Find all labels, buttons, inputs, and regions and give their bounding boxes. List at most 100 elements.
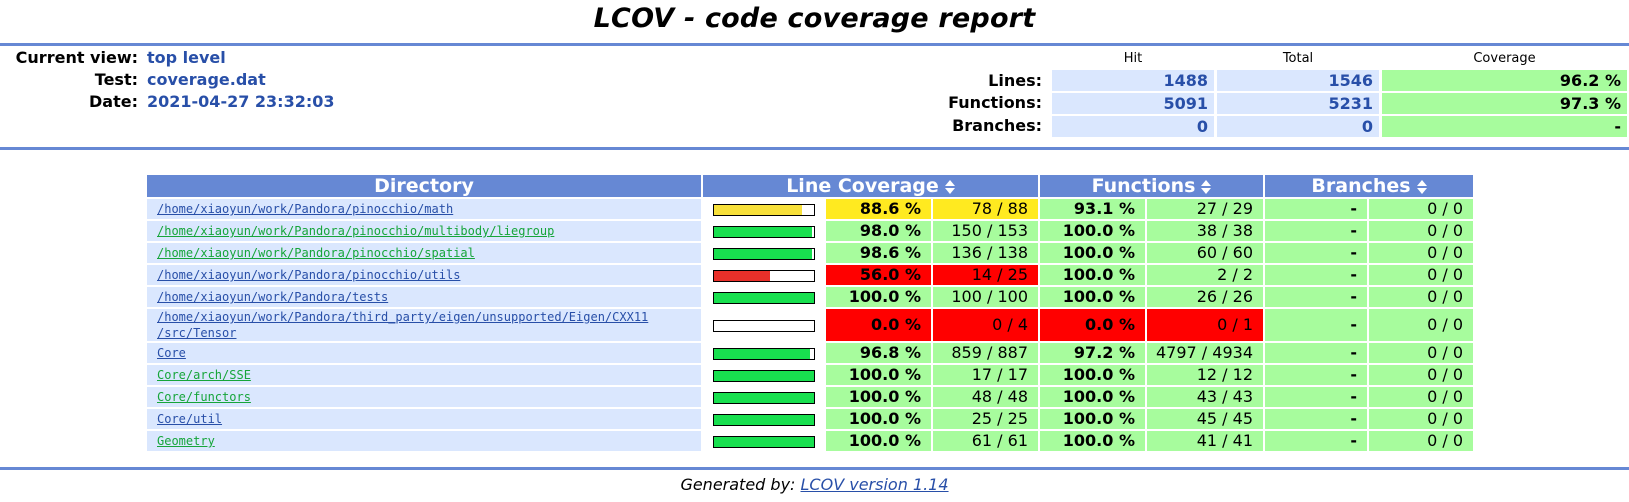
coverage-bar-cell — [703, 309, 824, 341]
coverage-bar-fill — [713, 392, 814, 403]
col-header-functions[interactable]: Functions — [1040, 175, 1263, 197]
directory-cell: /home/xiaoyun/work/Pandora/pinocchio/uti… — [147, 265, 701, 285]
summary-functions-coverage: 97.3 % — [1382, 93, 1627, 114]
directory-link[interactable]: Core/arch/SSE — [157, 368, 251, 382]
summary-lines-hit: 1488 — [1052, 70, 1214, 91]
directory-link[interactable]: /home/xiaoyun/work/Pandora/pinocchio/mat… — [157, 202, 454, 216]
line-coverage-percent: 96.8 % — [826, 343, 931, 363]
summary-branches-hit: 0 — [1052, 116, 1214, 137]
col-header-line-coverage[interactable]: Line Coverage — [703, 175, 1038, 197]
branches-count: 0 / 0 — [1369, 309, 1473, 341]
branches-count: 0 / 0 — [1369, 243, 1473, 263]
directory-link[interactable]: /home/xiaoyun/work/Pandora/tests — [157, 290, 389, 304]
functions-percent: 97.2 % — [1040, 343, 1145, 363]
table-row: Core/arch/SSE 100.0 % 17 / 17 100.0 % 12 / 1… — [147, 365, 1473, 385]
coverage-bar-fill — [713, 204, 803, 215]
directory-link[interactable]: /home/xiaoyun/work/Pandora/pinocchio/spa… — [157, 246, 475, 260]
summary-lines-coverage: 96.2 % — [1382, 70, 1627, 91]
summary-lines-total: 1546 — [1217, 70, 1379, 91]
functions-count: 0 / 1 — [1147, 309, 1263, 341]
branches-percent: - — [1265, 343, 1367, 363]
summary-functions-total: 5231 — [1217, 93, 1379, 114]
functions-percent: 100.0 % — [1040, 409, 1145, 429]
table-row: /home/xiaoyun/work/Pandora/pinocchio/mat… — [147, 199, 1473, 219]
line-coverage-percent: 100.0 % — [826, 387, 931, 407]
directory-cell: Core/util — [147, 409, 701, 429]
directory-cell: /home/xiaoyun/work/Pandora/pinocchio/mul… — [147, 221, 701, 241]
header-divider — [0, 147, 1629, 150]
branches-percent: - — [1265, 409, 1367, 429]
summary-col-coverage: Coverage — [1473, 51, 1536, 66]
coverage-bar — [712, 291, 815, 304]
summary-lines-label: Lines: — [988, 71, 1042, 90]
line-coverage-count: 61 / 61 — [933, 431, 1038, 451]
directory-link[interactable]: /home/xiaoyun/work/Pandora/third_party/e… — [157, 310, 649, 340]
table-row: /home/xiaoyun/work/Pandora/tests 100.0 % 1… — [147, 287, 1473, 307]
directory-cell: /home/xiaoyun/work/Pandora/pinocchio/mat… — [147, 199, 701, 219]
line-coverage-count: 0 / 4 — [933, 309, 1038, 341]
coverage-bar-cell — [703, 409, 824, 429]
directory-link[interactable]: /home/xiaoyun/work/Pandora/pinocchio/uti… — [157, 268, 461, 282]
line-coverage-count: 48 / 48 — [933, 387, 1038, 407]
branches-percent: - — [1265, 199, 1367, 219]
directory-cell: Core — [147, 343, 701, 363]
footer-divider — [0, 467, 1629, 470]
coverage-bar — [712, 369, 815, 382]
top-divider — [0, 43, 1629, 46]
functions-count: 41 / 41 — [1147, 431, 1263, 451]
branches-count: 0 / 0 — [1369, 365, 1473, 385]
sort-icon[interactable] — [1416, 179, 1427, 194]
summary-functions-hit: 5091 — [1052, 93, 1214, 114]
functions-percent: 93.1 % — [1040, 199, 1145, 219]
directory-cell: Core/arch/SSE — [147, 365, 701, 385]
sort-icon[interactable] — [1201, 179, 1212, 194]
functions-percent: 0.0 % — [1040, 309, 1145, 341]
coverage-bar-fill — [713, 436, 814, 447]
lcov-version-link[interactable]: LCOV version 1.14 — [800, 475, 949, 494]
line-coverage-count: 25 / 25 — [933, 409, 1038, 429]
branches-percent: - — [1265, 387, 1367, 407]
coverage-bar-fill — [713, 226, 812, 237]
table-row: /home/xiaoyun/work/Pandora/pinocchio/uti… — [147, 265, 1473, 285]
branches-count: 0 / 0 — [1369, 387, 1473, 407]
directory-link[interactable]: Core/functors — [157, 390, 251, 404]
branches-count: 0 / 0 — [1369, 265, 1473, 285]
directory-cell: /home/xiaoyun/work/Pandora/pinocchio/spa… — [147, 243, 701, 263]
functions-percent: 100.0 % — [1040, 221, 1145, 241]
branches-count: 0 / 0 — [1369, 199, 1473, 219]
functions-count: 12 / 12 — [1147, 365, 1263, 385]
coverage-bar — [712, 319, 815, 332]
functions-count: 60 / 60 — [1147, 243, 1263, 263]
col-header-directory: Directory — [147, 175, 701, 197]
line-coverage-percent: 0.0 % — [826, 309, 931, 341]
branches-count: 0 / 0 — [1369, 431, 1473, 451]
functions-percent: 100.0 % — [1040, 287, 1145, 307]
table-row: Geometry 100.0 % 61 / 61 100.0 % 41 / 41-0 /… — [147, 431, 1473, 451]
directory-link[interactable]: Geometry — [157, 434, 215, 448]
coverage-bar-cell — [703, 343, 824, 363]
table-row: Core/functors 100.0 % 48 / 48 100.0 % 43 / 4… — [147, 387, 1473, 407]
functions-count: 26 / 26 — [1147, 287, 1263, 307]
table-row: /home/xiaoyun/work/Pandora/pinocchio/mul… — [147, 221, 1473, 241]
directory-link[interactable]: Core/util — [157, 412, 223, 426]
directory-cell: /home/xiaoyun/work/Pandora/third_party/e… — [147, 309, 701, 341]
coverage-bar-cell — [703, 365, 824, 385]
functions-percent: 100.0 % — [1040, 243, 1145, 263]
coverage-bar-fill — [713, 292, 814, 303]
branches-percent: - — [1265, 287, 1367, 307]
functions-percent: 100.0 % — [1040, 387, 1145, 407]
col-header-branches[interactable]: Branches — [1265, 175, 1473, 197]
branches-count: 0 / 0 — [1369, 409, 1473, 429]
directory-link[interactable]: /home/xiaoyun/work/Pandora/pinocchio/mul… — [157, 224, 555, 238]
sort-icon[interactable] — [944, 179, 955, 194]
coverage-bar-cell — [703, 387, 824, 407]
line-coverage-count: 150 / 153 — [933, 221, 1038, 241]
coverage-bar-cell — [703, 243, 824, 263]
coverage-bar — [712, 435, 815, 448]
table-row: Core 96.8 % 859 / 887 97.2 % 4797 / 4934-0 /… — [147, 343, 1473, 363]
coverage-bar — [712, 225, 815, 238]
coverage-bar — [712, 247, 815, 260]
line-coverage-count: 78 / 88 — [933, 199, 1038, 219]
directory-link[interactable]: Core — [157, 346, 186, 360]
coverage-bar-cell — [703, 265, 824, 285]
